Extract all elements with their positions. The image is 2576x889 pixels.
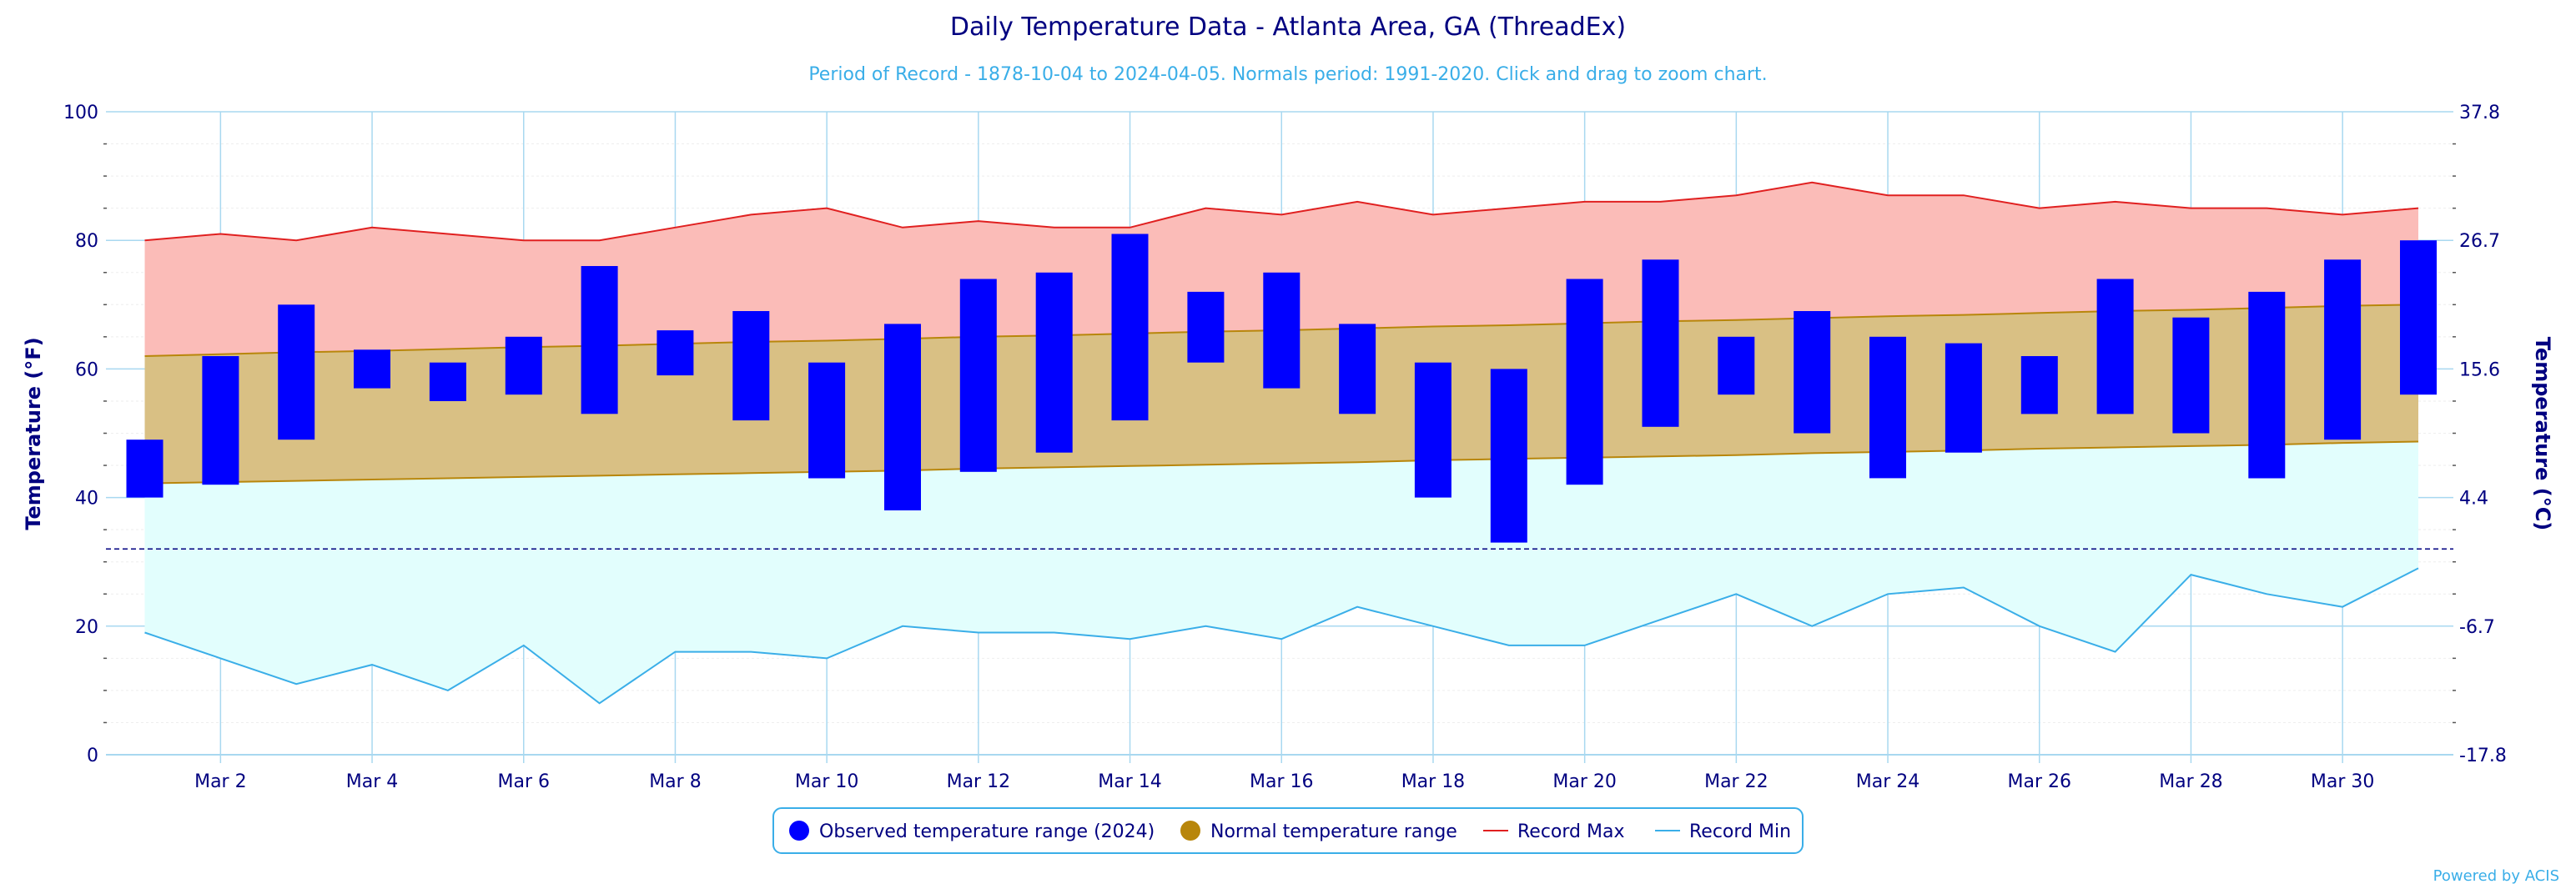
legend-label-observed: Observed temperature range (2024) [819,821,1155,842]
observed-bar-mar-19 [1490,369,1527,543]
legend-label-normal: Normal temperature range [1210,821,1457,842]
y-tick-label-right: 4.4 [2459,489,2488,510]
y-tick-label-left: 100 [63,103,98,123]
y-tick-label-right: 15.6 [2459,359,2500,380]
x-tick-label: Mar 28 [2159,771,2223,792]
observed-bar-mar-4 [354,349,390,389]
legend-label-record-min: Record Min [1689,821,1791,842]
x-tick-label: Mar 30 [2311,771,2375,792]
normal-low-line [144,440,2419,485]
observed-bar-mar-22 [1718,336,1755,395]
observed-bar-mar-8 [657,330,694,376]
y-tick-label-right: -17.8 [2459,746,2507,766]
observed-bar-mar-6 [505,336,542,395]
x-tick-label: Mar 20 [1552,771,1617,792]
x-tick-label: Mar 22 [1704,771,1768,792]
y-tick-label-right: 26.7 [2459,231,2500,252]
x-tick-label: Mar 18 [1401,771,1466,792]
record-min-line [144,567,2419,705]
observed-bar-mar-28 [2172,317,2210,434]
observed-bar-mar-26 [2020,356,2058,414]
observed-bar-mar-16 [1263,272,1301,389]
observed-bar-mar-11 [884,324,921,510]
record-lines [106,181,2453,705]
x-tick-label: Mar 16 [1250,771,1314,792]
observed-bar-mar-17 [1339,324,1376,414]
observed-bar-mar-18 [1414,362,1452,498]
axes: 0 -17.8 20 -6.7 40 4.4 60 15.6 80 26.7 100 37.8 Mar … [63,103,2507,792]
normal-range-band [144,304,2418,484]
observed-bar-mar-3 [278,304,315,440]
record-min-band [144,441,2418,704]
x-tick-label: Mar 6 [498,771,551,792]
observed-bar-mar-12 [959,279,997,472]
y-axis-label-left: Temperature (°F) [22,337,45,530]
y-axis-label-right: Temperature (°C) [2531,337,2554,531]
legend-box [772,807,1804,854]
legend: Observed temperature range (2024) Normal … [772,807,1804,854]
chart-title: Daily Temperature Data - Atlanta Area, G… [950,13,1626,42]
record-max-line [144,181,2419,242]
y-tick-label-left: 40 [75,489,98,510]
observed-bar-mar-1 [126,439,164,498]
y-tick-label-right: 37.8 [2459,103,2500,123]
legend-marker-normal [1180,821,1200,841]
observed-bar-mar-13 [1035,272,1073,453]
observed-bars [126,234,2437,543]
observed-bar-mar-29 [2248,291,2286,479]
y-tick-label-left: 0 [87,746,98,766]
observed-bar-mar-31 [2400,240,2437,395]
record-max-band [144,182,2418,356]
observed-bar-mar-20 [1566,279,1603,485]
legend-label-record-max: Record Max [1517,821,1625,842]
x-tick-label: Mar 12 [947,771,1011,792]
observed-bar-mar-10 [808,362,846,479]
x-tick-label: Mar 8 [649,771,702,792]
observed-bar-mar-15 [1187,291,1225,363]
observed-bar-mar-9 [732,311,770,421]
observed-bar-mar-14 [1111,234,1149,421]
chart-subtitle: Period of Record - 1878-10-04 to 2024-04… [808,64,1767,85]
x-tick-label: Mar 2 [194,771,247,792]
y-tick-label-left: 80 [75,231,98,252]
observed-bar-mar-25 [1945,343,1982,453]
y-tick-label-right: -6.7 [2459,617,2495,638]
observed-bar-mar-24 [1869,336,1906,479]
powered-by-credit[interactable]: Powered by ACIS [2433,867,2559,885]
x-tick-label: Mar 10 [795,771,859,792]
y-tick-label-left: 20 [75,617,98,638]
observed-bar-mar-23 [1794,311,1831,434]
observed-bar-mar-30 [2324,259,2362,440]
x-tick-label: Mar 24 [1856,771,1920,792]
x-tick-label: Mar 4 [346,771,399,792]
observed-bar-mar-5 [429,362,466,401]
record-bands [144,182,2418,704]
observed-bar-mar-2 [202,356,239,485]
y-tick-label-left: 60 [75,359,98,380]
x-tick-label: Mar 26 [2008,771,2072,792]
observed-bar-mar-27 [2096,279,2134,414]
x-tick-label: Mar 14 [1098,771,1162,792]
observed-bar-mar-21 [1642,259,1679,427]
legend-marker-observed [789,821,809,841]
observed-bar-mar-7 [581,266,618,414]
